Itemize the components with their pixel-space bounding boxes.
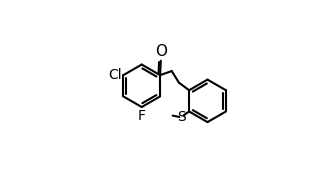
Text: S: S [177, 110, 186, 124]
Text: Cl: Cl [108, 68, 122, 82]
Text: F: F [138, 109, 146, 124]
Text: O: O [155, 44, 167, 59]
